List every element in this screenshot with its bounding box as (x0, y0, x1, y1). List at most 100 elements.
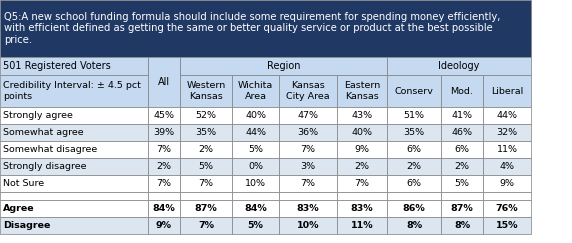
Text: 15%: 15% (496, 221, 518, 230)
Bar (337, 141, 387, 158)
Text: 4%: 4% (499, 162, 514, 171)
Bar (387, 107, 441, 124)
Bar (387, 217, 441, 234)
Text: Strongly agree: Strongly agree (3, 111, 73, 120)
Bar (441, 175, 483, 192)
Bar (148, 107, 180, 124)
Bar (232, 175, 279, 192)
Bar (337, 124, 387, 141)
Bar (483, 175, 531, 192)
Text: 7%: 7% (198, 221, 214, 230)
Text: Wichita
Area: Wichita Area (238, 81, 273, 101)
Bar (180, 57, 387, 75)
Bar (180, 200, 232, 217)
Text: Conserv: Conserv (395, 87, 434, 95)
Text: 11%: 11% (351, 221, 374, 230)
Bar (441, 75, 483, 107)
Bar (232, 75, 279, 107)
Bar (279, 141, 337, 158)
Text: 83%: 83% (297, 204, 319, 213)
Text: 76%: 76% (496, 204, 518, 213)
Text: 41%: 41% (451, 111, 472, 120)
Bar (0, 124, 148, 141)
Text: 7%: 7% (157, 145, 172, 154)
Bar (232, 158, 279, 175)
Text: 84%: 84% (244, 204, 267, 213)
Bar (180, 107, 232, 124)
Bar (148, 57, 180, 75)
Bar (0, 107, 148, 124)
Text: 2%: 2% (198, 145, 213, 154)
Bar (148, 217, 180, 234)
Text: 44%: 44% (496, 111, 518, 120)
Text: 45%: 45% (153, 111, 174, 120)
Text: 7%: 7% (157, 179, 172, 188)
Bar (483, 217, 531, 234)
Bar (180, 124, 232, 141)
Bar (232, 107, 279, 124)
Text: Q5:A new school funding formula should include some requirement for spending mon: Q5:A new school funding formula should i… (4, 12, 500, 45)
Text: 5%: 5% (455, 179, 470, 188)
Bar (0, 200, 148, 217)
Text: 83%: 83% (351, 204, 374, 213)
Text: Kansas
City Area: Kansas City Area (286, 81, 330, 101)
Text: Somewhat disagree: Somewhat disagree (3, 145, 97, 154)
Bar (279, 75, 337, 107)
Bar (279, 175, 337, 192)
Bar (279, 124, 337, 141)
Bar (483, 200, 531, 217)
Bar (483, 124, 531, 141)
Text: 10%: 10% (245, 179, 266, 188)
Bar (148, 158, 180, 175)
Bar (441, 200, 483, 217)
Bar (337, 175, 387, 192)
Bar (0, 141, 148, 158)
Bar (387, 192, 441, 200)
Bar (0, 75, 148, 107)
Text: 7%: 7% (198, 179, 213, 188)
Text: 40%: 40% (245, 111, 266, 120)
Text: 2%: 2% (455, 162, 470, 171)
Text: 8%: 8% (454, 221, 470, 230)
Text: Agree: Agree (3, 204, 35, 213)
Text: Mod.: Mod. (451, 87, 474, 95)
Text: 5%: 5% (198, 162, 213, 171)
Text: Ideology: Ideology (438, 61, 480, 71)
Bar (279, 192, 337, 200)
Text: 6%: 6% (455, 145, 470, 154)
Bar (337, 200, 387, 217)
Text: 35%: 35% (403, 128, 424, 137)
Text: 6%: 6% (407, 179, 422, 188)
Bar (337, 217, 387, 234)
Bar (279, 158, 337, 175)
Bar (337, 75, 387, 107)
Text: 52%: 52% (196, 111, 216, 120)
Text: 501 Registered Voters: 501 Registered Voters (3, 61, 111, 71)
Bar (441, 217, 483, 234)
Bar (148, 200, 180, 217)
Bar (180, 175, 232, 192)
Bar (232, 192, 279, 200)
Bar (148, 124, 180, 141)
Text: 51%: 51% (403, 111, 424, 120)
Bar (0, 57, 148, 75)
Text: 46%: 46% (451, 128, 472, 137)
Bar (387, 158, 441, 175)
Bar (0, 175, 148, 192)
Text: 43%: 43% (351, 111, 372, 120)
Bar (483, 141, 531, 158)
Bar (441, 192, 483, 200)
Bar (483, 158, 531, 175)
Bar (441, 141, 483, 158)
Text: 2%: 2% (157, 162, 172, 171)
Bar (180, 75, 232, 107)
Bar (180, 192, 232, 200)
Bar (387, 57, 531, 75)
Bar (387, 200, 441, 217)
Text: Liberal: Liberal (491, 87, 523, 95)
Text: 40%: 40% (352, 128, 372, 137)
Bar (441, 158, 483, 175)
Text: 32%: 32% (496, 128, 518, 137)
Bar (180, 217, 232, 234)
Bar (337, 158, 387, 175)
